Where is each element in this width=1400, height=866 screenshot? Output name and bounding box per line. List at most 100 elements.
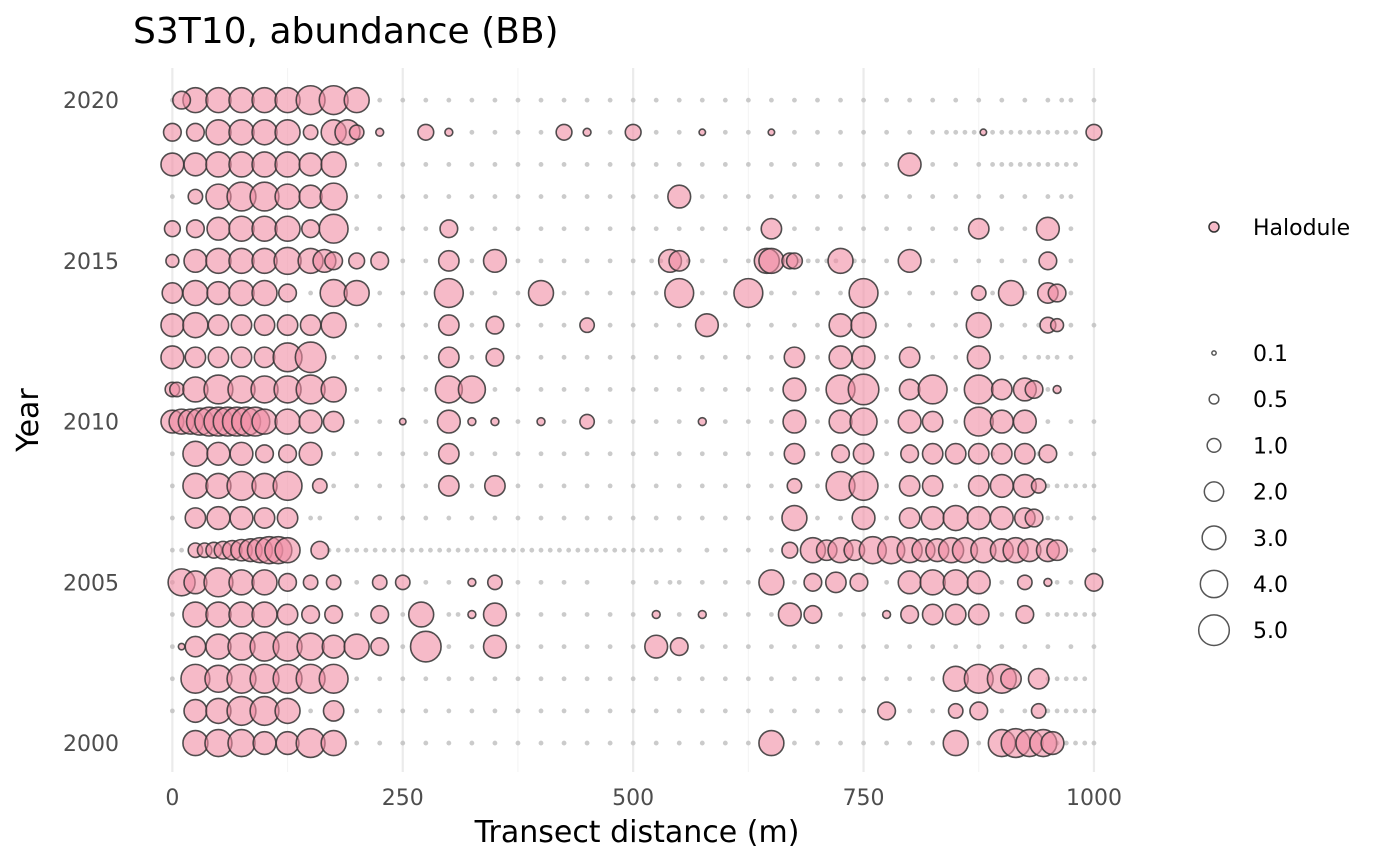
zero-point bbox=[515, 515, 521, 521]
zero-point bbox=[354, 194, 360, 199]
bubble-point bbox=[294, 341, 327, 374]
zero-point bbox=[722, 97, 728, 103]
zero-point bbox=[722, 258, 728, 264]
y-tick-label: 2015 bbox=[63, 250, 119, 275]
zero-point bbox=[815, 740, 820, 746]
zero-point bbox=[1091, 644, 1097, 650]
bubble-point bbox=[437, 314, 460, 337]
zero-point bbox=[1068, 451, 1074, 457]
bubble-point bbox=[897, 248, 922, 274]
zero-point bbox=[377, 387, 383, 392]
bubble-point bbox=[827, 247, 854, 275]
bubble-point bbox=[876, 701, 897, 721]
zero-point bbox=[607, 740, 613, 746]
zero-point bbox=[722, 579, 728, 585]
bubble-point bbox=[919, 569, 946, 596]
bubble-point bbox=[644, 634, 669, 659]
zero-point bbox=[1045, 612, 1051, 617]
zero-point bbox=[354, 708, 360, 714]
zero-point bbox=[884, 226, 890, 232]
zero-point bbox=[308, 515, 314, 521]
legend-key-halodule bbox=[1208, 221, 1220, 233]
bubble-point bbox=[1043, 577, 1053, 588]
zero-point bbox=[999, 612, 1005, 617]
bubble-point bbox=[997, 279, 1025, 307]
bubble-point bbox=[251, 279, 278, 307]
zero-point bbox=[930, 354, 936, 360]
zero-point bbox=[745, 451, 751, 457]
zero-point bbox=[377, 451, 383, 457]
zero-point bbox=[745, 676, 751, 682]
zero-point bbox=[469, 354, 475, 360]
zero-point bbox=[792, 740, 797, 746]
bubble-point bbox=[374, 127, 385, 138]
zero-point bbox=[538, 322, 544, 328]
bubble-point bbox=[920, 505, 945, 531]
bubble-point bbox=[782, 409, 807, 434]
zero-point bbox=[930, 322, 936, 328]
zero-point bbox=[907, 708, 913, 714]
zero-point bbox=[792, 226, 797, 232]
zero-point bbox=[722, 419, 728, 425]
zero-point bbox=[838, 740, 843, 746]
zero-point bbox=[423, 258, 429, 264]
zero-point bbox=[538, 194, 544, 199]
bubble-point bbox=[251, 215, 278, 243]
zero-point bbox=[515, 226, 521, 232]
y-tick-label: 2010 bbox=[63, 411, 119, 436]
zero-point bbox=[653, 387, 659, 392]
zero-point bbox=[649, 258, 654, 264]
bubble-point bbox=[161, 282, 184, 305]
bubble-point bbox=[783, 346, 806, 369]
bubble-point bbox=[1000, 667, 1022, 690]
bubble-point bbox=[785, 252, 804, 270]
zero-point bbox=[584, 451, 590, 457]
zero-point bbox=[745, 515, 751, 521]
bubble-point bbox=[758, 569, 785, 596]
zero-point bbox=[653, 162, 659, 167]
zero-point bbox=[792, 676, 797, 682]
bubble-point bbox=[370, 604, 390, 625]
zero-point bbox=[792, 194, 797, 199]
bubble-point bbox=[300, 219, 321, 239]
zero-point bbox=[971, 129, 977, 135]
zero-point bbox=[538, 740, 544, 746]
zero-point bbox=[953, 322, 959, 328]
zero-point bbox=[676, 708, 682, 714]
zero-point bbox=[1063, 162, 1069, 167]
zero-point bbox=[976, 194, 982, 199]
zero-point bbox=[815, 162, 820, 167]
zero-point bbox=[561, 322, 567, 328]
bubble-point bbox=[311, 477, 328, 494]
zero-point bbox=[953, 644, 959, 650]
zero-point bbox=[676, 676, 682, 682]
zero-point bbox=[538, 579, 544, 585]
bubble-point bbox=[942, 729, 969, 757]
zero-point bbox=[515, 483, 521, 489]
zero-point bbox=[792, 162, 797, 167]
zero-point bbox=[861, 740, 866, 746]
bubble-point bbox=[828, 345, 853, 370]
bubble-point bbox=[227, 728, 256, 758]
zero-point bbox=[722, 451, 728, 457]
zero-point bbox=[1022, 194, 1028, 199]
zero-point bbox=[930, 162, 936, 167]
bubble-point bbox=[527, 279, 555, 307]
zero-point bbox=[907, 194, 913, 199]
bubble-point bbox=[300, 604, 321, 625]
zero-point bbox=[561, 387, 567, 392]
zero-point bbox=[1063, 740, 1069, 746]
zero-point bbox=[815, 676, 820, 682]
zero-point bbox=[930, 644, 936, 650]
zero-point bbox=[884, 129, 890, 135]
zero-point bbox=[884, 258, 890, 264]
bubble-point bbox=[733, 277, 764, 309]
zero-point bbox=[1022, 708, 1028, 714]
zero-point bbox=[861, 97, 866, 103]
zero-point bbox=[838, 162, 843, 167]
zero-point bbox=[584, 226, 590, 232]
bubble-point bbox=[942, 504, 969, 532]
zero-point bbox=[607, 194, 613, 199]
zero-point bbox=[861, 612, 866, 617]
zero-point bbox=[1073, 162, 1078, 167]
